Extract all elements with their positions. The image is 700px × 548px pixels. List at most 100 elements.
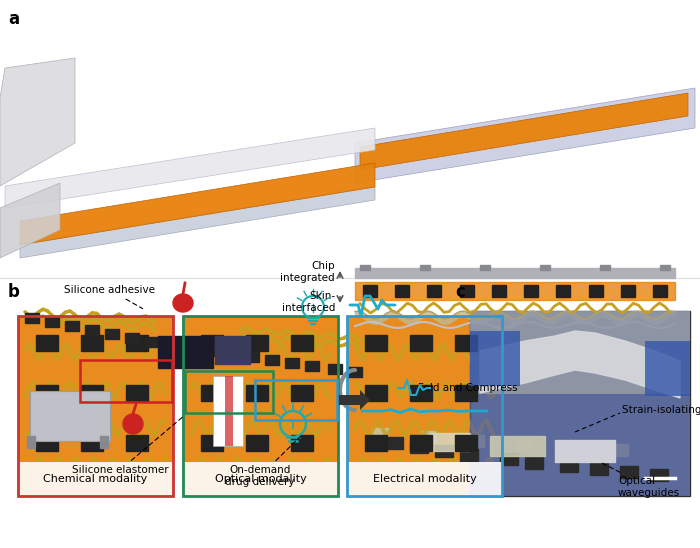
Bar	[36, 385, 58, 401]
Bar	[560, 460, 578, 472]
Bar	[205, 346, 219, 356]
Bar	[18, 316, 173, 496]
Bar	[185, 371, 273, 413]
Bar	[525, 457, 543, 469]
Polygon shape	[123, 414, 143, 434]
Bar	[347, 316, 502, 496]
Bar	[328, 364, 342, 374]
Bar	[81, 335, 103, 351]
Bar	[372, 428, 388, 440]
Bar	[105, 329, 119, 339]
Bar	[0, 0, 700, 278]
Polygon shape	[173, 294, 193, 312]
Polygon shape	[0, 58, 75, 186]
Text: Skin-
interfaced: Skin- interfaced	[281, 291, 335, 313]
Bar	[45, 317, 59, 327]
Text: Chemical modality: Chemical modality	[43, 474, 148, 484]
Polygon shape	[20, 163, 375, 245]
Bar	[100, 436, 108, 448]
Bar	[360, 265, 370, 270]
Text: Silicone adhesive: Silicone adhesive	[64, 285, 155, 309]
Bar	[126, 335, 148, 351]
Bar	[556, 285, 570, 297]
Bar	[255, 380, 337, 420]
Bar	[145, 337, 159, 347]
Bar	[285, 358, 299, 368]
Bar	[25, 313, 39, 323]
Text: Chip
integrated: Chip integrated	[281, 261, 335, 283]
Text: Optical
waveguides: Optical waveguides	[603, 463, 680, 498]
Bar	[30, 391, 110, 441]
Polygon shape	[360, 93, 688, 170]
Text: b: b	[8, 283, 20, 301]
Bar	[225, 349, 239, 359]
Bar	[470, 311, 690, 496]
Bar	[430, 433, 470, 451]
Polygon shape	[355, 88, 695, 183]
Bar	[80, 360, 172, 402]
Bar	[500, 453, 518, 465]
Bar	[246, 385, 268, 401]
Text: c: c	[455, 283, 465, 301]
Bar	[30, 391, 110, 441]
Bar	[126, 385, 148, 401]
Bar	[355, 282, 675, 300]
Bar	[653, 285, 667, 297]
Bar	[612, 444, 628, 456]
Polygon shape	[20, 186, 375, 258]
Polygon shape	[5, 128, 375, 208]
Bar	[27, 436, 35, 448]
Polygon shape	[480, 331, 680, 398]
Polygon shape	[0, 183, 60, 258]
Bar	[225, 376, 233, 446]
Bar	[246, 435, 268, 451]
Bar	[555, 440, 615, 462]
Bar	[524, 285, 538, 297]
Bar	[564, 441, 580, 453]
Bar	[620, 466, 638, 478]
Bar	[363, 285, 377, 297]
Text: a: a	[8, 10, 19, 28]
Bar	[0, 278, 700, 548]
Bar	[213, 376, 243, 446]
Bar	[65, 321, 79, 331]
Bar	[185, 343, 199, 353]
Text: Optical modality: Optical modality	[215, 474, 307, 484]
Bar	[420, 265, 430, 270]
Bar	[347, 462, 502, 496]
Bar	[81, 385, 103, 401]
Bar	[589, 285, 603, 297]
Bar	[291, 435, 313, 451]
Bar	[81, 435, 103, 451]
Bar	[470, 311, 690, 394]
Bar	[246, 335, 268, 351]
Bar	[645, 341, 690, 396]
Bar	[385, 437, 403, 449]
Bar	[365, 335, 387, 351]
Bar	[660, 265, 670, 270]
Bar	[410, 441, 428, 453]
Bar	[470, 331, 520, 386]
Bar	[245, 352, 259, 362]
Text: Strain-isolating layer: Strain-isolating layer	[622, 405, 700, 415]
Bar	[600, 265, 610, 270]
Bar	[305, 361, 319, 371]
Bar	[201, 435, 223, 451]
Bar	[460, 449, 478, 461]
Text: Fold and Compress: Fold and Compress	[418, 383, 517, 393]
Bar	[410, 385, 432, 401]
Polygon shape	[337, 390, 370, 410]
Bar	[492, 285, 506, 297]
Bar	[428, 285, 442, 297]
Bar	[365, 435, 387, 451]
Bar	[490, 436, 545, 456]
Bar	[183, 316, 338, 496]
Bar	[265, 355, 279, 365]
Bar	[455, 335, 477, 351]
Bar	[468, 435, 484, 447]
Text: Silicone elastomer: Silicone elastomer	[71, 417, 183, 475]
Bar	[410, 435, 432, 451]
Text: On-demand
drug delivery: On-demand drug delivery	[225, 434, 303, 487]
Bar	[291, 385, 313, 401]
Bar	[355, 268, 675, 278]
